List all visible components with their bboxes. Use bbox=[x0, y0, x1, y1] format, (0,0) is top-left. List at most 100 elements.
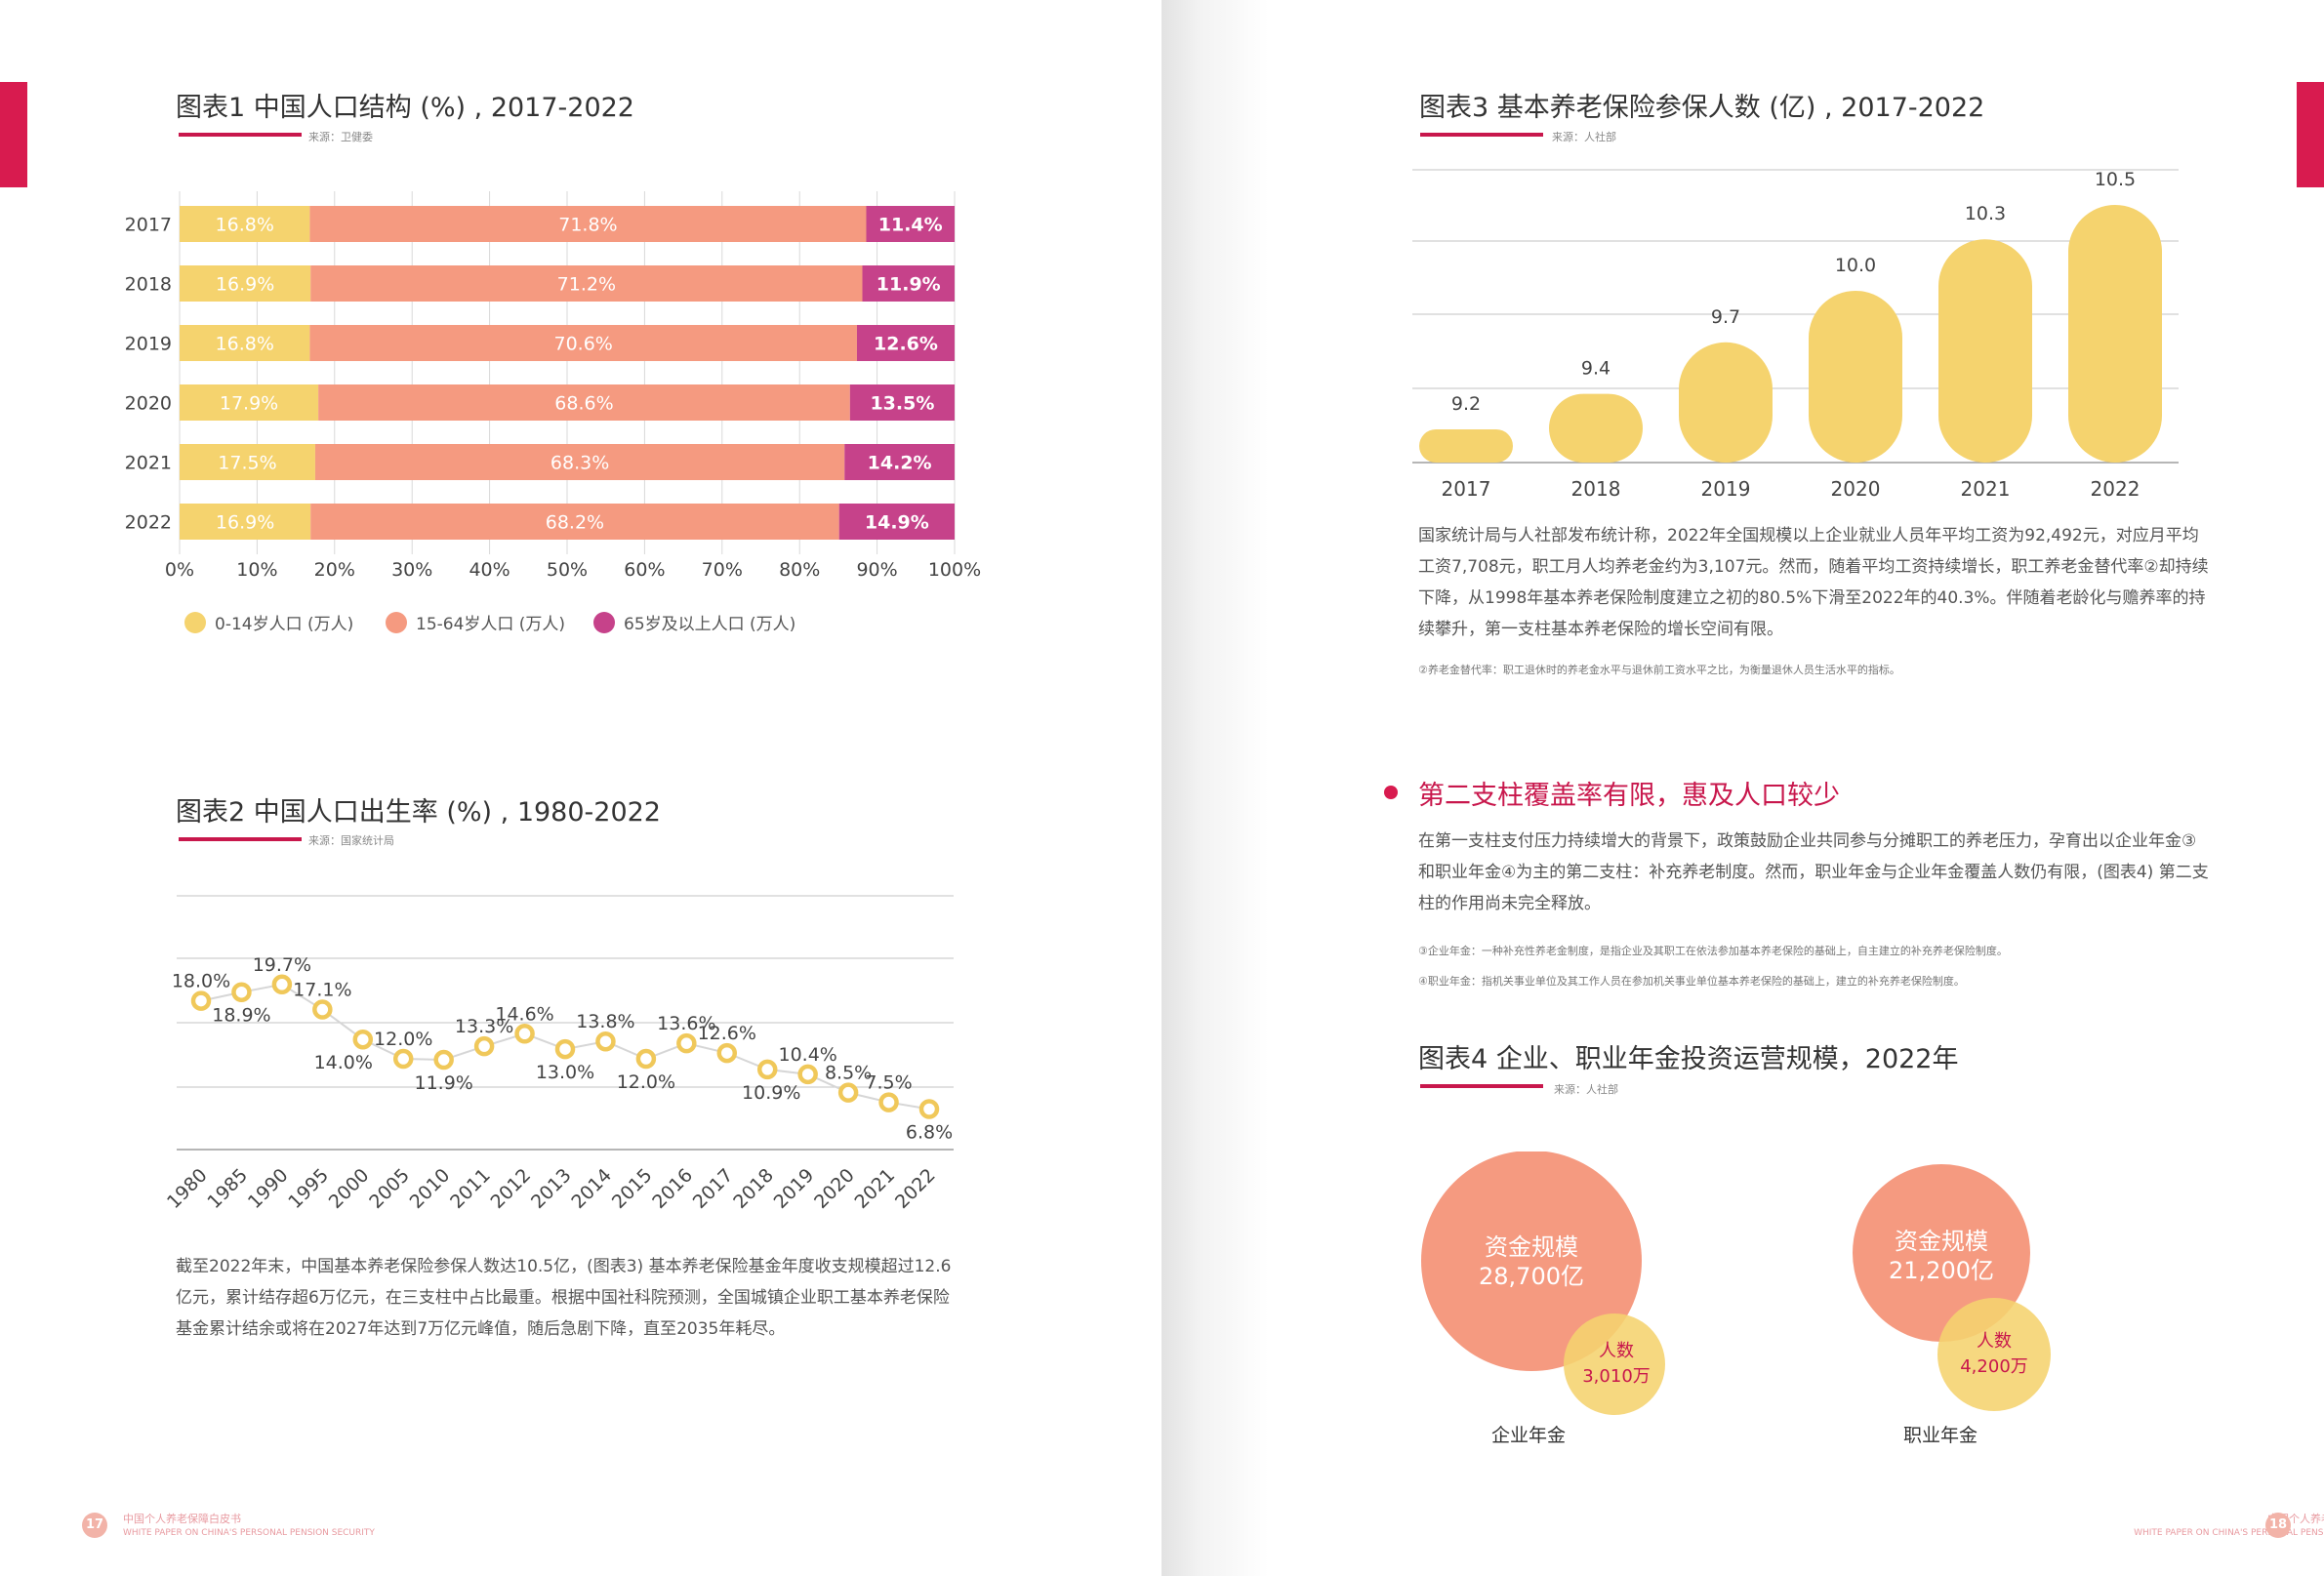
chart2-data-label: 18.0% bbox=[172, 971, 230, 992]
enterprise-people-value: 3,010万 bbox=[1582, 1366, 1651, 1387]
chart1-legend-label: 0-14岁人口 (万人) bbox=[215, 615, 353, 634]
footer-left: 中国个人养老保障白皮书 WHITE PAPER ON CHINA'S PERSO… bbox=[123, 1512, 375, 1541]
chart2-point bbox=[352, 1029, 374, 1050]
chart3-source: 来源：人社部 bbox=[1552, 131, 1616, 143]
chart3-bar bbox=[1809, 291, 1902, 463]
chart3-data-label: 10.5 bbox=[2095, 169, 2136, 190]
chart3-bar bbox=[1419, 429, 1513, 463]
chart2-point bbox=[271, 974, 293, 995]
chart1-legend-label: 65岁及以上人口 (万人) bbox=[624, 615, 795, 634]
chart1-bar-segment bbox=[180, 265, 311, 302]
chart1-data-label: 17.5% bbox=[218, 453, 276, 474]
chart2-data-label: 8.5% bbox=[825, 1063, 872, 1084]
chart1-stacked-bar: 0% 10% 20% 30% 40% 50% 60% 70% 80% 90% 100% 2017 16.… bbox=[125, 191, 981, 634]
chart3-data-label: 9.4 bbox=[1581, 358, 1610, 380]
chart1-year-label: 2022 bbox=[125, 512, 172, 534]
section-bullet-icon bbox=[1384, 786, 1398, 799]
chart1-data-label: 16.9% bbox=[216, 512, 274, 534]
chart2-data-label: 14.6% bbox=[495, 1003, 553, 1025]
chart4-bubbles: 资金规模 28,700亿 人数 3,010万 企业年金 资金规模 21,200亿… bbox=[1421, 1152, 2051, 1446]
chart3-title-underline bbox=[1420, 133, 1543, 137]
chart3-xtick: 2022 bbox=[2091, 477, 2141, 501]
enterprise-people-circle bbox=[1564, 1313, 1665, 1415]
chart2-point bbox=[231, 982, 252, 1002]
occupational-people-value: 4,200万 bbox=[1960, 1356, 2028, 1377]
chart2-xtick: 2016 bbox=[648, 1164, 697, 1213]
chart1-xtick: 40% bbox=[469, 559, 510, 581]
chart1-legend-swatch bbox=[386, 612, 407, 633]
left-page-tab bbox=[0, 82, 27, 187]
chart1-data-label: 68.6% bbox=[554, 393, 613, 415]
chart3-bar bbox=[1679, 342, 1773, 463]
chart2-xtick: 1985 bbox=[203, 1164, 252, 1213]
chart1-xtick: 80% bbox=[779, 559, 820, 581]
chart1-xtick: 20% bbox=[314, 559, 355, 581]
enterprise-fund-circle bbox=[1421, 1152, 1642, 1371]
chart2-xtick: 2018 bbox=[729, 1164, 778, 1213]
page-number-left: 17 bbox=[82, 1513, 107, 1538]
occupational-fund-value: 21,200亿 bbox=[1889, 1257, 1994, 1284]
chart2-point bbox=[797, 1064, 818, 1085]
chart1-bar-segment bbox=[314, 444, 845, 480]
section-heading: 第二支柱覆盖率有限，惠及人口较少 bbox=[1418, 781, 1840, 811]
chart1-data-label: 71.8% bbox=[558, 215, 617, 236]
chart1-data-label: 11.9% bbox=[877, 274, 941, 296]
chart3-data-label: 9.7 bbox=[1711, 306, 1740, 328]
chart1-data-label: 14.9% bbox=[865, 512, 929, 534]
chart1-xtick: 0% bbox=[165, 559, 194, 581]
occupational-people-label: 人数 bbox=[1977, 1331, 2012, 1352]
chart3-xtick: 2018 bbox=[1571, 477, 1621, 501]
chart1-data-label: 14.2% bbox=[868, 453, 932, 474]
chart2-data-label: 10.9% bbox=[742, 1082, 800, 1104]
chart2-point bbox=[716, 1042, 738, 1064]
chart2-xtick: 2021 bbox=[851, 1164, 900, 1213]
chart1-title-underline bbox=[179, 133, 302, 137]
chart2-data-label: 11.9% bbox=[414, 1072, 472, 1094]
chart2-data-label: 13.3% bbox=[455, 1016, 513, 1037]
chart3-xtick: 2021 bbox=[1961, 477, 2011, 501]
chart4-source: 来源：人社部 bbox=[1554, 1083, 1618, 1096]
chart2-data-label: 13.0% bbox=[536, 1062, 594, 1083]
chart1-bar-segment bbox=[866, 206, 955, 242]
chart2-xtick: 2005 bbox=[365, 1164, 414, 1213]
chart1-data-label: 68.2% bbox=[546, 512, 604, 534]
chart3-xtick: 2020 bbox=[1831, 477, 1881, 501]
chart2-data-label: 6.8% bbox=[906, 1122, 953, 1144]
chart1-data-label: 16.9% bbox=[216, 274, 274, 296]
chart1-bar-segment bbox=[862, 265, 955, 302]
chart1-xtick: 70% bbox=[702, 559, 743, 581]
chart1-data-label: 13.5% bbox=[870, 393, 934, 415]
chart4-title: 图表4 企业、职业年金投资运营规模，2022年 bbox=[1418, 1044, 1959, 1074]
chart2-point bbox=[837, 1082, 859, 1103]
chart3-data-label: 10.3 bbox=[1965, 203, 2006, 224]
chart2-point bbox=[473, 1035, 495, 1057]
chart2-xtick: 1990 bbox=[244, 1164, 293, 1213]
chart3-bar bbox=[1549, 393, 1643, 463]
chart3-title: 图表3 基本养老保险参保人数 (亿) , 2017-2022 bbox=[1419, 93, 1985, 123]
chart1-xtick: 10% bbox=[236, 559, 277, 581]
chart2-data-label: 10.4% bbox=[778, 1044, 836, 1066]
footer-right-en: WHITE PAPER ON CHINA'S PERSONAL PENSION … bbox=[2134, 1528, 2324, 1538]
chart2-title: 图表2 中国人口出生率 (%) , 1980-2022 bbox=[176, 797, 661, 828]
chart2-point bbox=[635, 1048, 657, 1070]
footer-left-en: WHITE PAPER ON CHINA'S PERSONAL PENSION … bbox=[123, 1528, 375, 1538]
enterprise-fund-value: 28,700亿 bbox=[1479, 1263, 1584, 1290]
chart2-data-label: 7.5% bbox=[865, 1072, 912, 1094]
chart1-xtick: 100% bbox=[928, 559, 981, 581]
chart2-xtick: 2022 bbox=[891, 1164, 940, 1213]
chart2-point bbox=[676, 1032, 697, 1054]
chart3-bar-chart: 9.2 2017 9.4 2018 9.7 2019 10.0 2020 10.3 2021 10.… bbox=[1412, 169, 2179, 501]
chart1-legend-label: 15-64岁人口 (万人) bbox=[416, 615, 565, 634]
chart2-data-label: 12.0% bbox=[374, 1029, 432, 1050]
enterprise-fund-label: 资金规模 bbox=[1485, 1233, 1578, 1261]
enterprise-people-label: 人数 bbox=[1599, 1341, 1634, 1361]
right-paragraph-1: 国家统计局与人社部发布统计称，2022年全国规模以上企业就业人员年平均工资为92… bbox=[1418, 526, 2209, 639]
chart1-data-label: 16.8% bbox=[216, 215, 274, 236]
footnote-3: ③企业年金：一种补充性养老金制度，是指企业及其职工在依法参加基本养老保险的基础上… bbox=[1418, 945, 2008, 957]
chart2-point bbox=[433, 1049, 454, 1071]
chart2-xtick: 2020 bbox=[810, 1164, 859, 1213]
chart2-data-label: 12.6% bbox=[698, 1023, 756, 1044]
chart1-bar-segment bbox=[318, 384, 850, 421]
footnote-2: ②养老金替代率：职工退休时的养老金水平与退休前工资水平之比，为衡量退休人员生活水… bbox=[1418, 664, 1900, 676]
chart1-bar-segment bbox=[180, 325, 310, 361]
